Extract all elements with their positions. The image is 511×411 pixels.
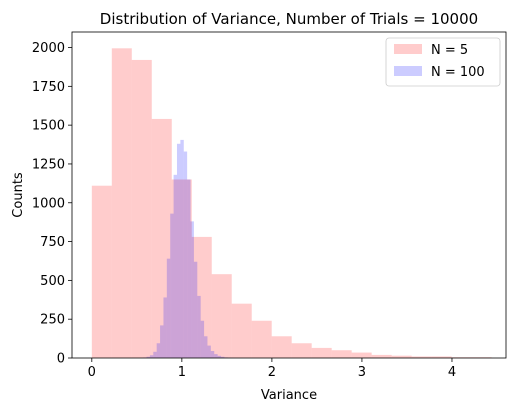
bar-series-0-bin-1 (111, 48, 132, 359)
bar-series-0-bin-11 (311, 347, 332, 358)
bar-series-1-bin-1 (146, 356, 150, 358)
bar-series-1-bin-23 (221, 356, 225, 358)
legend: N = 5 N = 100 (385, 37, 501, 87)
bar-series-1-bin-13 (187, 179, 191, 358)
bar-series-1-bin-20 (210, 351, 215, 358)
bar-series-0-bin-17 (431, 356, 452, 358)
bar-series-0-bin-10 (291, 343, 312, 358)
x-tick-label-4: 4 (448, 365, 456, 380)
bar-series-0-bin-8 (251, 320, 272, 358)
legend-frame (385, 37, 501, 87)
x-tick-label-0: 0 (88, 365, 96, 380)
bar-series-1-bin-9 (173, 174, 177, 358)
bar-series-1-bin-2 (149, 355, 154, 358)
x-tick-label-3: 3 (358, 365, 366, 380)
bar-series-1-bin-3 (153, 351, 157, 358)
bar-series-0-bin-9 (271, 336, 292, 358)
y-tick-label-8: 2000 (32, 41, 65, 56)
y-tick-label-4: 1000 (32, 196, 65, 211)
plot-frame (71, 31, 507, 359)
x-axis-label: Variance (261, 388, 317, 403)
bar-series-0-bin-0 (91, 185, 112, 358)
y-tick-label-1: 250 (40, 313, 65, 328)
bar-series-0-bin-6 (211, 274, 232, 358)
bar-series-0-bin-7 (231, 303, 252, 358)
y-tick-label-3: 750 (40, 235, 65, 250)
x-tick-label-1: 1 (178, 365, 186, 380)
bar-series-1-bin-17 (200, 320, 205, 358)
bar-series-0-bin-14 (371, 354, 392, 358)
bar-series-1-bin-8 (170, 213, 174, 358)
legend-label-n5: N = 5 (431, 43, 468, 58)
legend-swatch-n5 (394, 44, 422, 54)
x-tick-label-2: 2 (268, 365, 276, 380)
bar-series-0-bin-15 (391, 355, 412, 358)
bar-series-1-bin-21 (214, 354, 218, 358)
bar-series-0-bin-12 (331, 350, 352, 358)
bar-series-1-bin-18 (204, 336, 208, 358)
bar-series-1-bin-19 (207, 345, 211, 358)
bar-series-1-bin-7 (166, 258, 171, 358)
y-tick-label-7: 1750 (32, 80, 65, 95)
y-tick-label-5: 1250 (32, 157, 65, 172)
bar-series-1-bin-16 (197, 295, 201, 358)
bar-series-0-bin-13 (351, 352, 372, 358)
bar-series-1-bin-6 (163, 297, 167, 358)
bar-series-0-bin-2 (131, 59, 152, 358)
y-tick-label-6: 1500 (32, 119, 65, 134)
legend-label-n100: N = 100 (431, 65, 485, 80)
y-tick-label-2: 500 (40, 274, 65, 289)
legend-swatch-n100 (394, 66, 422, 76)
bar-series-0-bin-5 (191, 236, 212, 358)
bar-series-1-bin-15 (193, 261, 198, 358)
bar-series-1-bin-5 (160, 325, 164, 358)
bar-series-1-bin-4 (156, 343, 161, 358)
bar-series-1-bin-22 (217, 355, 222, 358)
bar-series-0-bin-4 (171, 179, 192, 358)
chart-title: Distribution of Variance, Number of Tria… (100, 10, 478, 28)
bar-series-1-bin-12 (183, 151, 188, 358)
bar-series-1-bin-11 (180, 139, 184, 358)
bar-series-1-bin-10 (176, 143, 181, 358)
y-tick-label-0: 0 (57, 352, 65, 367)
bar-series-0-bin-3 (151, 118, 172, 359)
bar-series-1-bin-14 (190, 221, 194, 358)
bar-series-0-bin-16 (411, 356, 432, 358)
y-axis-label: Counts (11, 172, 26, 218)
